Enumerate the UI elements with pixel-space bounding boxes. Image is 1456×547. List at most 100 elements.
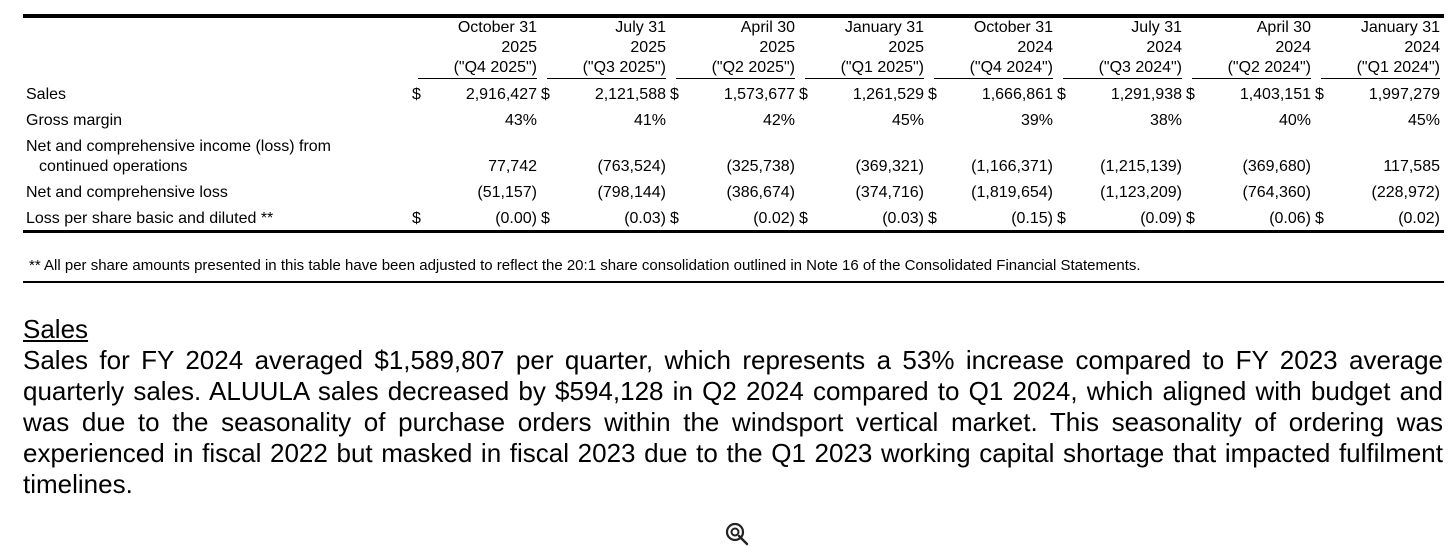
table-cell: $ (0.03) — [541, 210, 666, 227]
header-date: April 30 — [1256, 19, 1311, 36]
header-date: October 31 — [457, 19, 537, 36]
table-footnote: ** All per share amounts presented in th… — [29, 257, 1141, 274]
currency-symbol: $ — [670, 86, 679, 103]
column-header: July 31 2025 ("Q3 2025") — [541, 18, 670, 79]
currency-symbol: $ — [928, 86, 937, 103]
section-heading: Sales — [23, 314, 89, 344]
header-blank — [23, 18, 412, 79]
header-year: 2025 — [888, 39, 924, 56]
column-header: October 31 2024 ("Q4 2024") — [928, 18, 1057, 79]
table-cell: 43% — [504, 112, 537, 129]
table-cell: $1,573,677 — [670, 86, 795, 103]
column-header: April 30 2025 ("Q2 2025") — [670, 18, 799, 79]
table-cell: $ (0.02) — [1315, 210, 1440, 227]
table-cell: 40% — [1278, 112, 1311, 129]
currency-symbol: $ — [1315, 210, 1324, 227]
header-quarter: ("Q4 2024") — [934, 58, 1053, 79]
table-cell: $2,916,427 — [412, 86, 537, 103]
section-paragraph: Sales for FY 2024 averaged $1,589,807 pe… — [23, 345, 1443, 499]
table-cell: (763,524) — [597, 158, 667, 175]
header-quarter: ("Q1 2024") — [1321, 58, 1440, 79]
currency-symbol: $ — [412, 86, 421, 103]
table-cell: (798,144) — [597, 184, 667, 201]
table-cell: (51,157) — [477, 184, 537, 201]
header-quarter: ("Q3 2024") — [1063, 58, 1182, 79]
header-quarter: ("Q1 2025") — [805, 58, 924, 79]
table-cell: $ (0.02) — [670, 210, 795, 227]
table-cell: $ (0.03) — [799, 210, 924, 227]
header-quarter: ("Q2 2025") — [676, 58, 795, 79]
header-date: January 31 — [1360, 19, 1440, 36]
table-cell: (1,215,139) — [1100, 158, 1182, 175]
column-header: January 31 2024 ("Q1 2024") — [1315, 18, 1444, 79]
table-cell: (764,360) — [1242, 184, 1312, 201]
header-quarter: ("Q2 2024") — [1192, 58, 1311, 79]
table-row-sales: Sales $2,916,427 $2,121,588 $1,573,677 $… — [23, 79, 1444, 105]
table-cell: $1,666,861 — [928, 86, 1053, 103]
table-cell: (325,738) — [726, 158, 796, 175]
table-cell: (369,321) — [855, 158, 925, 175]
table-cell: 45% — [1407, 112, 1440, 129]
currency-symbol: $ — [1315, 86, 1324, 103]
row-label-line2: continued operations — [39, 158, 188, 175]
currency-symbol: $ — [1057, 210, 1066, 227]
currency-symbol: $ — [1186, 210, 1195, 227]
table-cell: 39% — [1020, 112, 1053, 129]
footnote-rule — [23, 281, 1444, 283]
currency-symbol: $ — [1057, 86, 1066, 103]
currency-symbol: $ — [670, 210, 679, 227]
table-cell: 41% — [633, 112, 666, 129]
header-date: April 30 — [740, 19, 795, 36]
table-row-gross-margin: Gross margin 43% 41% 42% 45% 39% 38% 40%… — [23, 105, 1444, 131]
header-date: July 31 — [615, 19, 666, 36]
table-header-row: October 31 2025 ("Q4 2025") July 31 2025 ("Q… — [23, 18, 1444, 79]
row-label: Loss per share basic and diluted ** — [26, 210, 274, 227]
header-quarter: ("Q4 2025") — [418, 58, 537, 79]
table-cell: $1,261,529 — [799, 86, 924, 103]
header-quarter: ("Q3 2025") — [547, 58, 666, 79]
currency-symbol: $ — [928, 210, 937, 227]
header-year: 2024 — [1404, 39, 1440, 56]
table-row-loss-per-share: Loss per share basic and diluted ** $ (0.… — [23, 203, 1444, 230]
header-date: October 31 — [973, 19, 1053, 36]
header-year: 2025 — [501, 39, 537, 56]
table-cell: $ (0.06) — [1186, 210, 1311, 227]
table-cell: $ (0.09) — [1057, 210, 1182, 227]
table-cell: (386,674) — [726, 184, 796, 201]
header-year: 2024 — [1275, 39, 1311, 56]
column-header: January 31 2025 ("Q1 2025") — [799, 18, 928, 79]
row-label: Net and comprehensive loss — [26, 184, 228, 201]
table-cell: $1,291,938 — [1057, 86, 1182, 103]
table-cell: $1,403,151 — [1186, 86, 1311, 103]
table-row-net-loss: Net and comprehensive loss (51,157) (798… — [23, 177, 1444, 203]
currency-symbol: $ — [799, 86, 808, 103]
row-label: Gross margin — [26, 112, 123, 129]
column-header: April 30 2024 ("Q2 2024") — [1186, 18, 1315, 79]
cursor-loop-icon — [725, 522, 749, 546]
table-cell: 38% — [1149, 112, 1182, 129]
column-header: July 31 2024 ("Q3 2024") — [1057, 18, 1186, 79]
sales-section: Sales Sales for FY 2024 averaged $1,589,… — [23, 314, 1443, 500]
table-cell: 42% — [762, 112, 795, 129]
currency-symbol: $ — [541, 86, 550, 103]
row-label: Sales — [26, 86, 67, 103]
header-date: January 31 — [844, 19, 924, 36]
table-cell: (369,680) — [1242, 158, 1312, 175]
table-cell: (374,716) — [855, 184, 925, 201]
currency-symbol: $ — [412, 210, 421, 227]
currency-symbol: $ — [799, 210, 808, 227]
quarterly-results-table: October 31 2025 ("Q4 2025") July 31 2025 ("Q… — [23, 18, 1444, 230]
quarterly-results-table-container: October 31 2025 ("Q4 2025") July 31 2025 ("Q… — [23, 14, 1444, 283]
header-year: 2024 — [1146, 39, 1182, 56]
table-cell: $1,997,279 — [1315, 86, 1440, 103]
table-row-net-income-continued: Net and comprehensive income (loss) from… — [23, 131, 1444, 177]
column-header: October 31 2025 ("Q4 2025") — [412, 18, 541, 79]
table-cell: (228,972) — [1371, 184, 1441, 201]
table-cell: $ (0.00) — [412, 210, 537, 227]
header-year: 2025 — [759, 39, 795, 56]
table-cell: (1,166,371) — [971, 158, 1053, 175]
header-year: 2024 — [1017, 39, 1053, 56]
table-cell: 117,585 — [1383, 158, 1440, 175]
table-cell: 45% — [891, 112, 924, 129]
row-label-line1: Net and comprehensive income (loss) from — [26, 138, 332, 155]
